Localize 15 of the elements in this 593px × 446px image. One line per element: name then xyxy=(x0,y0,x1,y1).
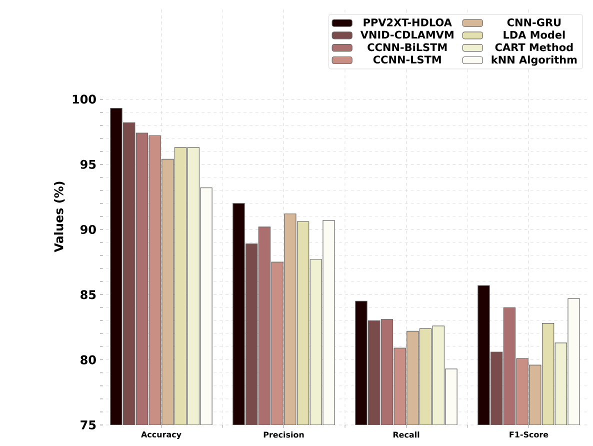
legend-label: VNID-CDLAMVM xyxy=(360,30,454,39)
y-tick-label: 85 xyxy=(80,290,96,300)
legend-label: CART Method xyxy=(495,43,573,52)
y-axis-title: Values (%) xyxy=(54,182,65,252)
legend-label: PPV2XT-HDLOA xyxy=(364,18,452,26)
y-tick-label: 90 xyxy=(80,224,96,234)
y-tick-label: 80 xyxy=(80,355,96,364)
y-tick-label: 100 xyxy=(72,94,96,104)
legend-label: CNN-GRU xyxy=(507,18,561,26)
legend-label: LDA Model xyxy=(504,30,565,39)
legend-label: CCNN-LSTM xyxy=(373,56,441,64)
legend-label: CCNN-BiLSTM xyxy=(368,43,447,52)
y-tick-label: 95 xyxy=(80,160,96,169)
legend-label: kNN Algorithm xyxy=(492,56,577,66)
y-tick-label: 75 xyxy=(80,420,96,430)
